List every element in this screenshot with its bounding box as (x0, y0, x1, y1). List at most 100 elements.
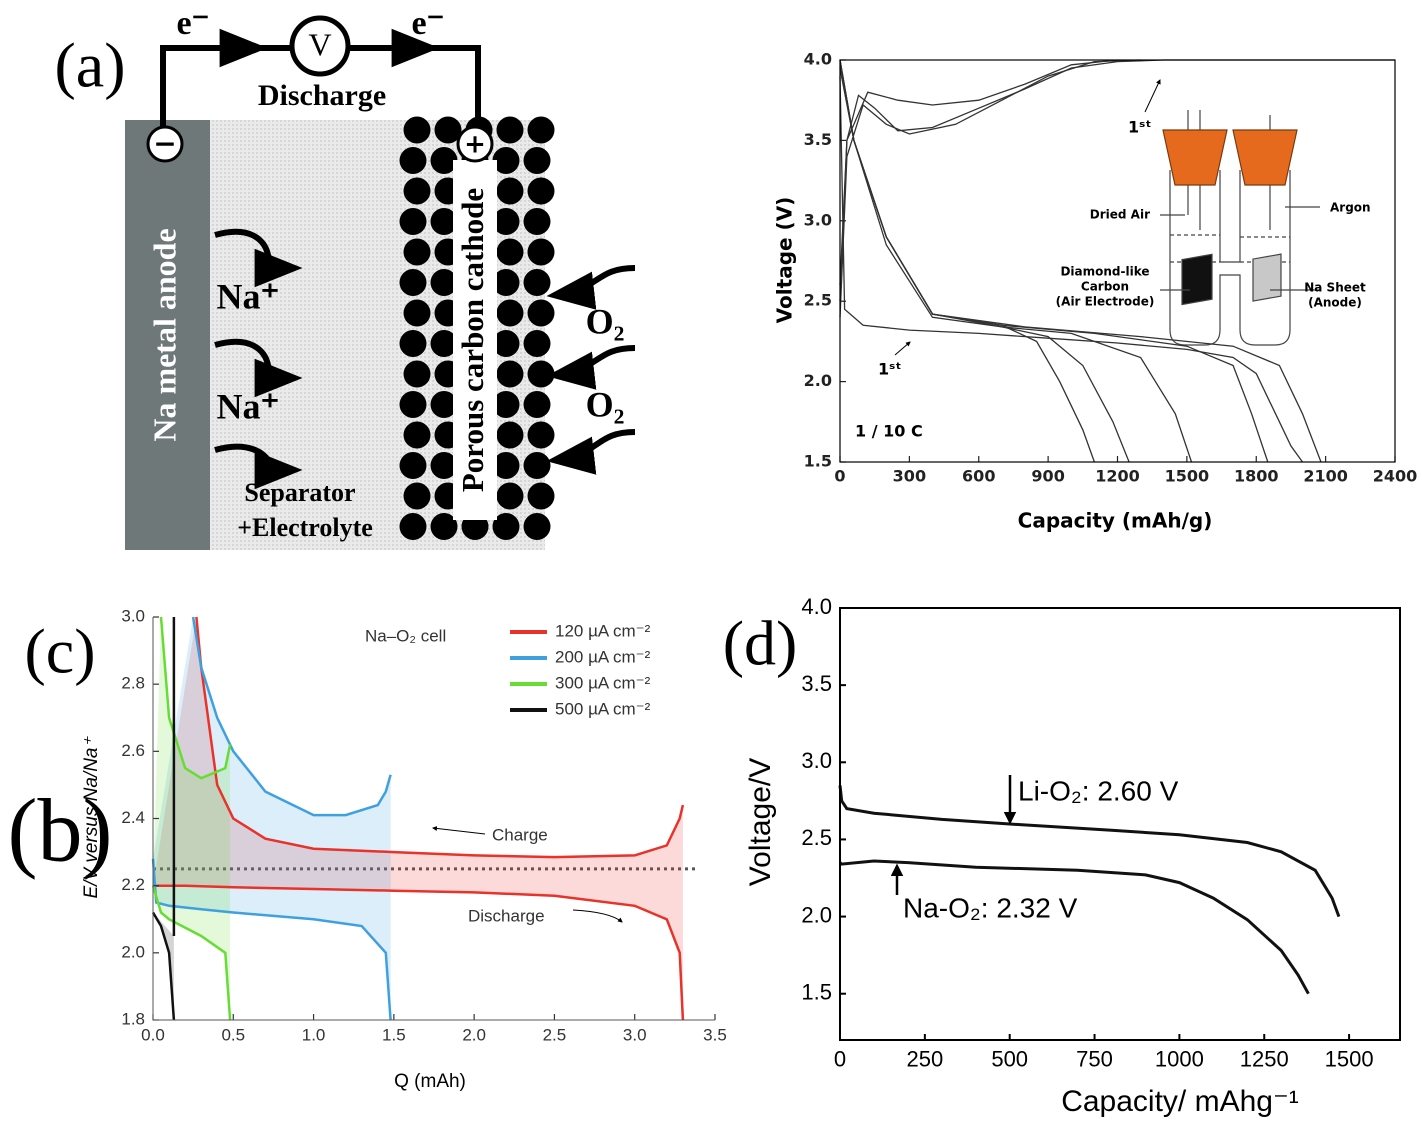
separator-label: Separator (244, 478, 355, 507)
panel-label: (b) (8, 782, 113, 881)
curve (839, 59, 1096, 463)
ion-arrow (214, 443, 303, 490)
carbon-particle (430, 269, 458, 296)
fill-area (153, 617, 391, 1020)
y-axis-label: Voltage/V (744, 758, 777, 886)
x-axis-label: Capacity (mAh/g) (1018, 509, 1213, 533)
gas-label: O₂ (586, 301, 625, 341)
curve (839, 67, 1322, 463)
chart-panel: (d) Capacity/ mAhg⁻¹ Voltage/V 0 250 500 750 10… (723, 594, 1401, 1118)
plot-area (839, 59, 1395, 463)
carbon-particle (527, 177, 555, 205)
x-tick-label: 1250 (1240, 1047, 1289, 1072)
carbon-particle (496, 116, 524, 144)
carbon-particle (399, 208, 427, 235)
plus-terminal (456, 125, 494, 163)
legend-label: 200 µA cm⁻² (555, 647, 651, 666)
gas-label: O₂ (586, 384, 625, 424)
y-tick-label: 2.0 (804, 371, 832, 390)
x-tick-label: 300 (893, 467, 926, 486)
carbon-particle (523, 452, 551, 479)
legend-label: 500 µA cm⁻² (555, 699, 651, 718)
carbon-particle (403, 299, 431, 327)
carbon-particle (430, 391, 458, 418)
curve (839, 859, 1310, 995)
voltmeter (289, 15, 351, 77)
carbon-particle (523, 269, 551, 296)
x-tick-label: 0 (834, 1047, 846, 1072)
y-tick-label: 3.0 (804, 210, 832, 229)
axis-lines (152, 617, 715, 1021)
y-tick-label: 2.6 (121, 741, 145, 760)
carbon-particle (403, 421, 431, 449)
carbon-particle (399, 452, 427, 479)
inset-label: Carbon (1081, 280, 1129, 294)
x-tick-label: 500 (991, 1047, 1028, 1072)
carbon-particle (527, 238, 555, 266)
plus-sign: + (464, 130, 486, 160)
carbon-particle (399, 391, 427, 418)
y-axis-label: E/V versus Na/Na⁺ (81, 736, 102, 899)
x-tick-label: 250 (906, 1047, 943, 1072)
charge-curve (191, 616, 392, 817)
carbon-particle (403, 360, 431, 388)
inset-label: Argon (1330, 201, 1371, 215)
x-tick-label: 2.5 (543, 1026, 567, 1045)
curve (839, 76, 1304, 463)
carbon-particle (492, 513, 520, 540)
carbon-particle (430, 513, 458, 540)
inset-label: Diamond-like (1060, 265, 1149, 279)
carbon-particle (496, 238, 524, 266)
discharge-curve (153, 884, 685, 1021)
carbon-particle (527, 299, 555, 327)
carbon-particle (496, 299, 524, 327)
carbon-particle (399, 147, 427, 174)
y-tick-label: 2.0 (121, 942, 145, 961)
carbon-particle (496, 360, 524, 388)
annotation: Discharge (468, 906, 545, 925)
carbon-particle (496, 421, 524, 449)
ion-arrow (214, 338, 303, 398)
inset-label: Na Sheet (1304, 281, 1366, 295)
plot-area (151, 616, 699, 1021)
curve (839, 59, 1395, 302)
x-tick-label: 1000 (1155, 1047, 1204, 1072)
discharge-curve (151, 858, 392, 1021)
x-axis-label: Q (mAh) (394, 1071, 466, 1092)
x-tick-label: 1800 (1234, 467, 1279, 486)
annotation: 1 / 10 C (855, 422, 923, 441)
x-tick-label: 1.0 (302, 1026, 326, 1045)
y-tick-label: 3.0 (801, 748, 832, 773)
y-tick-label: 2.2 (121, 875, 145, 894)
anode-label: Na metal anode (146, 228, 182, 441)
anode (125, 120, 210, 550)
carbon-particle (492, 452, 520, 479)
electron-label: e⁻ (176, 5, 209, 42)
carbon-particle (403, 238, 431, 266)
voltmeter-label: V (308, 26, 331, 62)
chart-panel: (b) Capacity (mAh/g) Voltage (V) 0 300 600 900… (8, 50, 1418, 881)
carbon-particle (496, 482, 524, 510)
y-tick-label: 1.8 (121, 1009, 145, 1028)
annotation-arrow (894, 341, 911, 356)
carbon-particle (403, 177, 431, 205)
carbon-particle (399, 330, 427, 357)
carbon-particle (430, 147, 458, 174)
ion-label: Na⁺ (217, 386, 280, 426)
carbon-particle (403, 482, 431, 510)
carbon-particle (492, 330, 520, 357)
gas-arrow (546, 345, 636, 390)
carbon-particle (492, 147, 520, 174)
annotation-arrow (1144, 79, 1161, 113)
mode-label: Discharge (258, 79, 386, 112)
annotation: 1ˢᵗ (878, 360, 901, 379)
carbon-particle (496, 177, 524, 205)
plot-area (838, 785, 1341, 995)
carbon-particle (523, 391, 551, 418)
x-tick-label: 0.0 (141, 1026, 165, 1045)
cathode-label: Porous carbon cathode (455, 188, 490, 492)
y-tick-label: 2.4 (121, 808, 145, 827)
legend-label: 300 µA cm⁻² (555, 673, 651, 692)
cathode-label-box (453, 160, 497, 520)
